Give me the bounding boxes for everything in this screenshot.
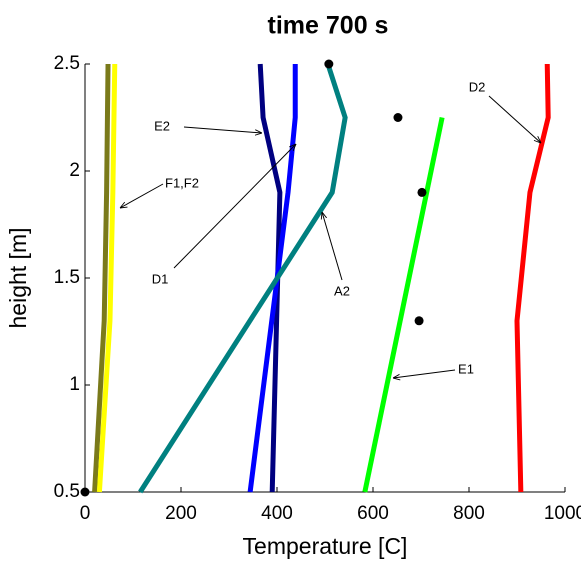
x-axis-label: Temperature [C] (243, 533, 408, 559)
annotation: F1,F2 (165, 175, 199, 190)
line-series (514, 63, 551, 493)
x-tick-label: 0 (80, 503, 91, 524)
data-point (80, 487, 90, 497)
line-series (138, 63, 348, 494)
data-point (324, 59, 334, 69)
annotation: E2 (154, 118, 170, 133)
annotation-arrow (322, 212, 343, 281)
annotation-arrow (393, 369, 456, 378)
x-tick-label: 800 (453, 503, 485, 524)
data-point (414, 316, 424, 326)
annotation-arrow (183, 126, 262, 133)
chart-title: time 700 s (268, 12, 389, 40)
y-tick-label: 0.5 (54, 481, 80, 502)
annotation: D1 (152, 271, 169, 286)
annotation: D2 (469, 79, 486, 94)
y-tick-label: 1 (69, 374, 80, 395)
annotation-arrow (488, 95, 541, 143)
data-point (417, 187, 427, 197)
line-series (257, 63, 283, 493)
x-tick-label: 400 (261, 503, 293, 524)
x-tick-label: 1000 (544, 503, 581, 524)
data-point (393, 113, 403, 122)
x-tick-label: 200 (165, 503, 197, 524)
line-series (362, 116, 445, 493)
y-tick-label: 2.5 (54, 53, 80, 74)
annotation-arrow (120, 183, 164, 208)
y-axis-label: height [m] (5, 228, 31, 329)
line-series (96, 63, 118, 493)
annotation-arrow (173, 144, 296, 269)
line-series (247, 64, 298, 493)
annotation: E1 (458, 361, 474, 376)
y-tick-label: 2 (69, 160, 80, 181)
annotation: A2 (334, 283, 350, 298)
x-tick-label: 600 (357, 503, 389, 524)
line-series (92, 63, 111, 493)
y-tick-label: 1.5 (54, 267, 80, 288)
